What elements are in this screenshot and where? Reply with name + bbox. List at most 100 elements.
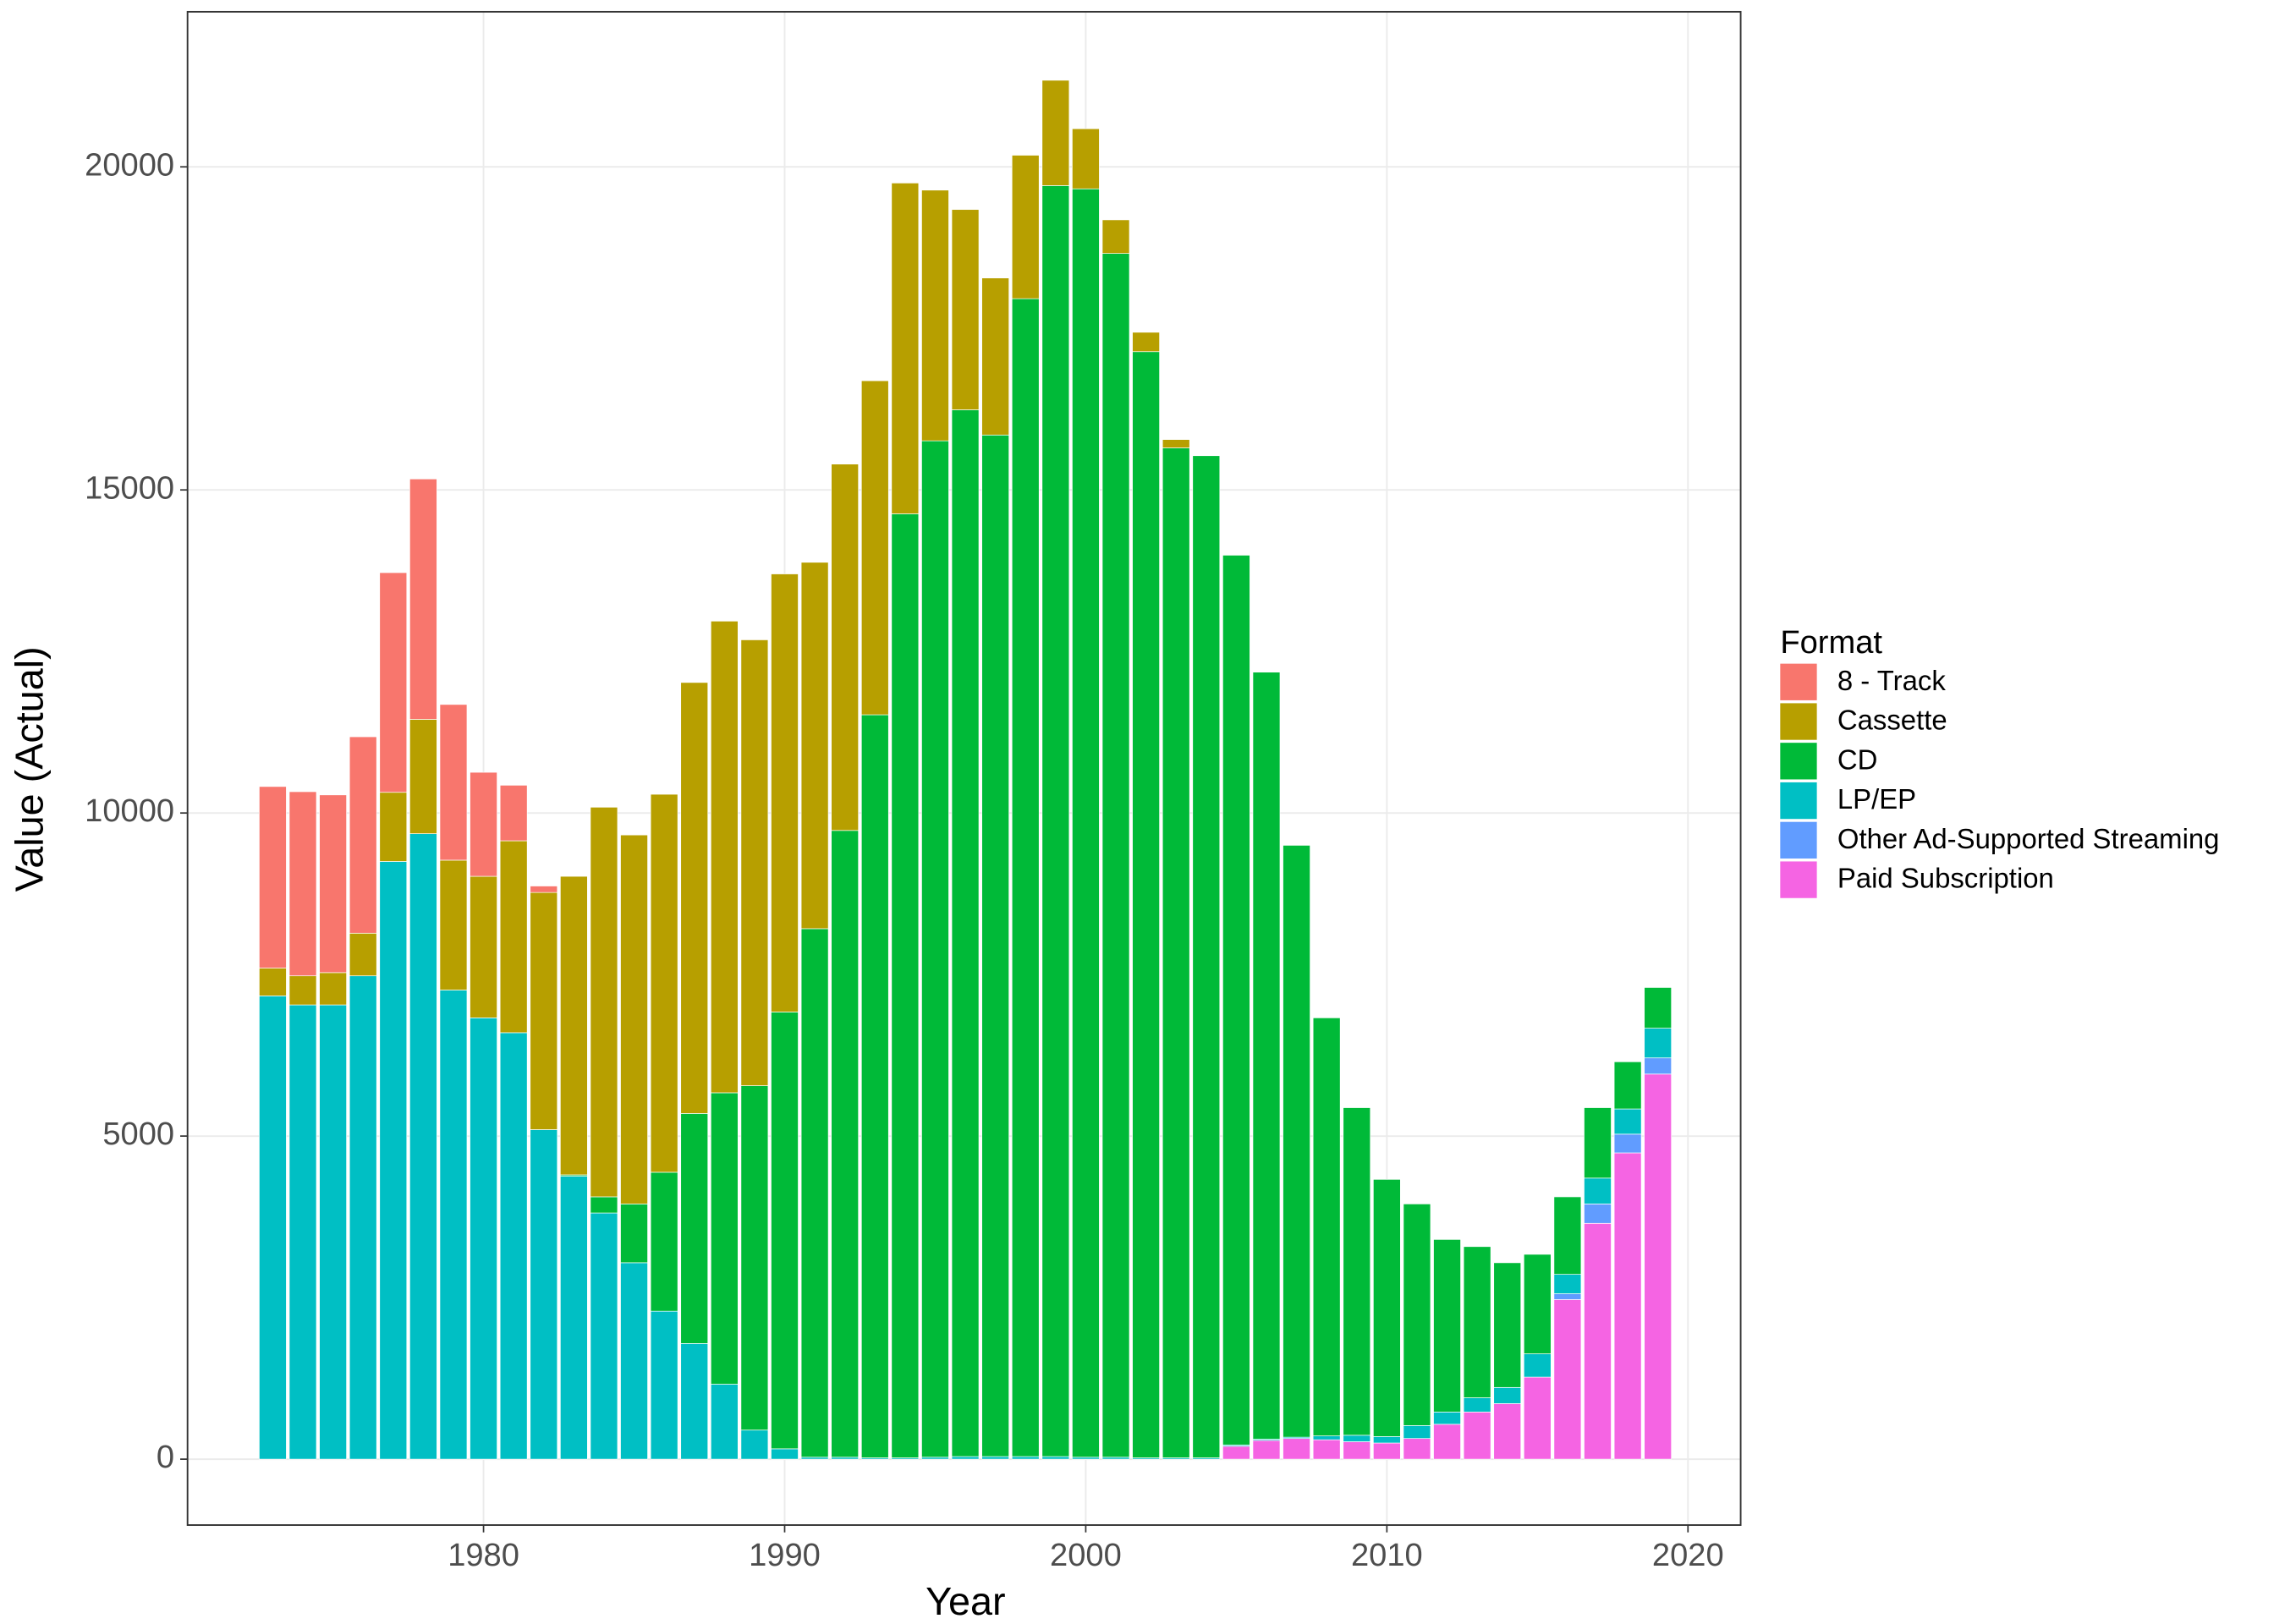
bar-segment <box>590 1196 618 1214</box>
bar-segment <box>710 620 739 1094</box>
bar-segment <box>1403 1204 1431 1426</box>
bar-segment <box>1523 1254 1552 1354</box>
x-tick-label: 1980 <box>448 1538 519 1573</box>
bar-segment <box>860 380 889 716</box>
bar-segment <box>921 440 949 1458</box>
bar-segment <box>1584 1222 1612 1460</box>
bar-segment <box>1162 447 1190 1458</box>
x-tick-label: 2020 <box>1652 1538 1724 1573</box>
bar-segment <box>259 968 287 996</box>
bar-segment <box>1343 1435 1371 1442</box>
legend-label: 8 - Track <box>1837 665 1946 696</box>
bar-segment <box>740 639 769 1086</box>
bar-segment <box>650 1171 678 1312</box>
bar-segment <box>1132 351 1160 1458</box>
bar-segment <box>1011 155 1040 299</box>
bar-segment <box>1041 1456 1070 1460</box>
bar-segment <box>891 183 920 514</box>
bar-segment <box>1463 1246 1491 1398</box>
bar-segment <box>259 996 287 1460</box>
bar-segment <box>470 771 497 877</box>
bar-segment <box>1644 1028 1673 1059</box>
bar-segment <box>1584 1177 1612 1204</box>
bar-segment <box>530 886 558 893</box>
x-tick-label: 1990 <box>749 1538 821 1573</box>
bar-segment <box>1613 1061 1642 1110</box>
bar-segment <box>891 513 920 1458</box>
bar-segment <box>499 784 528 842</box>
bar-segment <box>1613 1133 1642 1154</box>
bar-segment <box>1433 1239 1461 1413</box>
bar-segment <box>740 1085 769 1431</box>
bar-segment <box>379 792 408 862</box>
bar-segment <box>1011 1456 1040 1460</box>
bar-segment <box>1553 1274 1582 1294</box>
bar-segment <box>921 189 949 442</box>
bar-segment <box>1343 1107 1371 1436</box>
bar-segment <box>590 1212 618 1460</box>
bar-segment <box>319 794 347 974</box>
legend-key <box>1780 821 1817 859</box>
legend-key <box>1780 703 1817 740</box>
bar-segment <box>710 1384 739 1460</box>
bar-segment <box>1312 1439 1341 1460</box>
bar-segment <box>470 1018 497 1460</box>
bar-segment <box>1312 1435 1341 1440</box>
bar-segment <box>1132 332 1160 353</box>
bar-segment <box>530 1129 558 1460</box>
bar-segment <box>590 806 618 1198</box>
bar-segment <box>379 572 408 793</box>
bar-segment <box>1372 1178 1401 1437</box>
bar-segment <box>650 1310 678 1460</box>
bar-segment <box>439 704 468 861</box>
bar-segment <box>831 464 860 831</box>
bar-segment <box>1433 1411 1461 1425</box>
bar-segment <box>1343 1441 1371 1460</box>
bar-segment <box>981 434 1010 1457</box>
bar-segment <box>620 1204 648 1264</box>
bar-segment <box>1553 1196 1582 1275</box>
bar-segment <box>771 1012 799 1450</box>
bar-segment <box>650 793 678 1173</box>
plot-border <box>186 10 1742 1526</box>
bar-segment <box>319 972 347 1006</box>
bar-segment <box>620 1262 648 1460</box>
bar-segment <box>1523 1353 1552 1378</box>
bar-segment <box>288 975 317 1006</box>
bar-segment <box>559 875 588 1176</box>
bar-segment <box>1011 298 1040 1457</box>
legend-label: Cassette <box>1837 705 1947 736</box>
bar-segment <box>559 1176 588 1460</box>
bar-segment <box>1433 1424 1461 1460</box>
bar-segment <box>1553 1299 1582 1460</box>
bar-segment <box>1101 253 1130 1458</box>
bar-segment <box>439 859 468 990</box>
bar-segment <box>860 714 889 1458</box>
bar-segment <box>1523 1376 1552 1460</box>
bar-segment <box>499 840 528 1034</box>
bar-segment <box>680 1343 709 1460</box>
y-tick-label: 5000 <box>102 1116 174 1152</box>
bar-segment <box>1644 987 1673 1029</box>
bar-segment <box>981 277 1010 436</box>
bar-segment <box>1283 1438 1310 1460</box>
bar-segment <box>1644 1073 1673 1460</box>
bar-segment <box>1493 1403 1522 1460</box>
y-tick-label: 0 <box>157 1440 174 1475</box>
bar-segment <box>771 573 799 1012</box>
bar-segment <box>349 932 377 977</box>
bar-segment <box>499 1032 528 1460</box>
bar-segment <box>259 786 287 968</box>
bar-segment <box>530 892 558 1130</box>
bar-segment <box>1372 1442 1401 1460</box>
bar-segment <box>1553 1293 1582 1300</box>
bar-segment <box>1372 1436 1401 1444</box>
legend-key <box>1780 782 1817 820</box>
bar-segment <box>1072 128 1100 189</box>
legend-key <box>1780 743 1817 780</box>
bar-segment <box>1222 1446 1250 1460</box>
bar-segment <box>680 1113 709 1344</box>
legend-label: LP/EP <box>1837 783 1916 815</box>
